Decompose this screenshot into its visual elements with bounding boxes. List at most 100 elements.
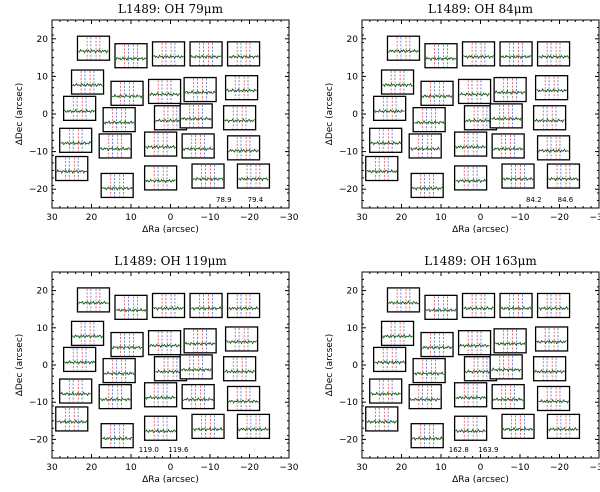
x-tick-label: 0 [478, 213, 484, 223]
spectrum-trace [180, 367, 212, 373]
spaxel-box [226, 41, 261, 67]
spectrum-trace [455, 144, 486, 150]
spaxel-box [499, 41, 533, 67]
spaxel-box [380, 320, 415, 347]
spaxel-box [536, 41, 571, 67]
spectrum-trace [228, 148, 259, 154]
spectrum-trace [500, 54, 532, 60]
spaxel-box [420, 80, 454, 106]
spaxel-box [181, 383, 215, 410]
spaxel-box [76, 287, 111, 313]
spaxel-box [55, 406, 89, 432]
panel-title: L1489: OH 163μm [424, 254, 537, 268]
spaxel-box [55, 155, 89, 182]
wavelength-label: 84.2 [526, 196, 542, 204]
spaxel-box [114, 43, 148, 69]
spaxel-box [102, 106, 136, 133]
spaxel-box [98, 383, 132, 410]
x-tick-label: 30 [356, 463, 368, 473]
spectrum-trace [78, 48, 109, 54]
spaxel-box [222, 356, 257, 382]
spectrum-trace [237, 426, 269, 432]
spectrum-trace [502, 176, 534, 182]
spectrum-trace [226, 88, 257, 93]
x-tick-label: 20 [86, 463, 98, 473]
spectrum-trace [388, 300, 419, 306]
wavelength-label: 162.8 [449, 446, 469, 454]
spectrum-trace [538, 398, 570, 404]
y-axis-label: ΔDec (arcsec) [325, 83, 335, 146]
spectrum-trace [492, 146, 524, 152]
spaxel-box [534, 326, 569, 352]
spectrum-trace [425, 307, 457, 313]
spectrum-trace [502, 426, 534, 432]
spaxel-box [181, 133, 215, 159]
spectrum-trace [534, 369, 565, 374]
spaxel-box [410, 172, 444, 199]
spectrum-trace [115, 307, 147, 313]
spaxel-box [536, 292, 571, 319]
spaxel-box [457, 330, 492, 356]
spaxel-box [151, 292, 186, 319]
spectrum-trace [409, 397, 441, 402]
spectrum-trace [459, 91, 490, 97]
spaxel-box [226, 385, 261, 412]
panel-title: L1489: OH 119μm [114, 254, 227, 268]
spaxel-box [499, 292, 533, 319]
x-tick-label: 10 [125, 463, 137, 473]
spaxel-box [236, 413, 271, 440]
spectrum-trace [494, 89, 526, 95]
spaxel-box [365, 155, 399, 182]
spectrum-trace [374, 360, 406, 365]
y-tick-label: 10 [37, 72, 49, 82]
spaxel-box [372, 95, 407, 122]
spectrum-trace [228, 398, 259, 404]
spaxel-box [536, 385, 571, 412]
spaxel-box [412, 357, 446, 384]
x-tick-label: 10 [125, 213, 137, 223]
spaxel-box [70, 69, 105, 95]
spectrum-trace [548, 176, 579, 182]
spectrum-trace [149, 91, 180, 97]
y-tick-label: 0 [352, 110, 358, 120]
x-tick-label: −10 [201, 213, 220, 223]
spaxel-box [189, 292, 223, 319]
spectrum-trace [192, 176, 224, 182]
spaxel-box [453, 382, 488, 408]
x-tick-label: −20 [550, 213, 569, 223]
x-tick-label: 30 [46, 463, 58, 473]
spaxel-box [453, 165, 488, 191]
x-tick-label: 30 [356, 213, 368, 223]
spaxel-box [183, 76, 217, 103]
spectrum-trace [56, 169, 87, 175]
spaxel-box [76, 35, 111, 61]
spectrum-trace [145, 428, 177, 434]
spaxel-box [412, 106, 446, 133]
y-tick-label: 10 [37, 324, 49, 334]
y-tick-label: −10 [339, 398, 358, 408]
spaxel-box [98, 133, 132, 159]
spectrum-trace [455, 428, 486, 434]
y-tick-label: −10 [29, 148, 48, 158]
spectrum-trace [64, 360, 96, 365]
spaxel-box [59, 378, 93, 404]
spectrum-trace [536, 339, 567, 345]
spectrum-trace [180, 116, 212, 121]
spectrum-trace [366, 419, 398, 424]
spaxel-box [179, 103, 213, 129]
spectrum-trace [455, 178, 487, 184]
panel-title: L1489: OH 84μm [428, 2, 534, 16]
spaxel-box [410, 423, 444, 449]
spectrum-trace [99, 397, 131, 402]
spaxel-box [179, 354, 213, 380]
spaxel-box [420, 331, 454, 358]
spectrum-trace [115, 56, 147, 62]
spaxel-box [100, 172, 134, 199]
x-tick-label: −10 [201, 463, 220, 473]
spectrum-trace [538, 305, 569, 311]
x-tick-label: 20 [86, 213, 98, 223]
spaxel-box [386, 35, 421, 61]
y-tick-label: 10 [347, 72, 359, 82]
spaxel-box [100, 423, 134, 449]
spaxel-box [408, 133, 442, 159]
